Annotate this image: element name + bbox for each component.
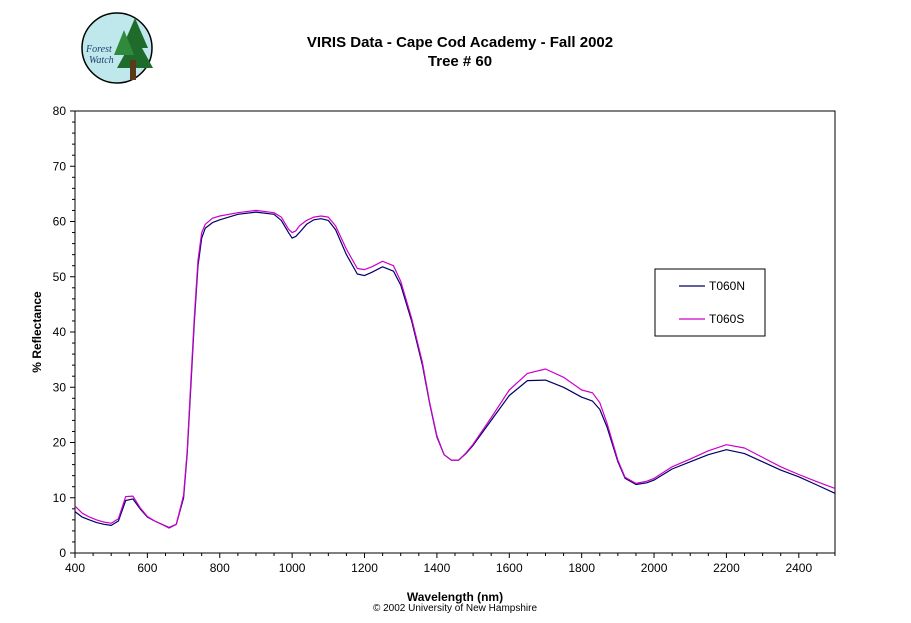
logo-text-line2: Watch: [89, 55, 114, 66]
x-axis: 400 600 800 1000 1200 1400 1600 1800 2000 2200 240…: [65, 553, 836, 575]
legend: T060N T060S: [654, 268, 766, 337]
logo-text-line1: Forest: [85, 44, 112, 55]
y-tick-label: 0: [59, 546, 66, 560]
legend-label-t060n: T060N: [709, 279, 745, 293]
legend-box: [654, 268, 766, 337]
x-tick-label: 1600: [496, 561, 523, 575]
x-tick-label: 400: [65, 561, 85, 575]
y-tick-label: 80: [53, 104, 67, 118]
copyright-text: © 2002 University of New Hampshire: [373, 603, 538, 614]
series-line-t060s: [74, 209, 836, 529]
legend-label-t060s: T060S: [709, 312, 744, 326]
x-tick-label: 2200: [713, 561, 740, 575]
y-tick-label: 10: [53, 491, 67, 505]
chart-title: VIRIS Data - Cape Cod Academy - Fall 200…: [307, 34, 613, 51]
y-tick-label: 30: [53, 380, 67, 394]
y-tick-label: 40: [53, 325, 67, 339]
x-axis-title: Wavelength (nm): [407, 590, 503, 604]
y-axis: 0 10 20 30 40 50 60 70 80: [53, 104, 75, 560]
forest-watch-logo: Forest Watch: [81, 12, 153, 84]
x-tick-label: 1400: [424, 561, 451, 575]
y-tick-label: 70: [53, 159, 67, 173]
chart-subtitle: Tree # 60: [428, 53, 492, 70]
y-tick-label: 50: [53, 270, 67, 284]
y-axis-title: % Reflectance: [30, 291, 44, 373]
y-tick-label: 20: [53, 436, 67, 450]
x-tick-label: 1200: [351, 561, 378, 575]
x-tick-label: 600: [137, 561, 157, 575]
x-tick-label: 2400: [785, 561, 812, 575]
y-tick-label: 60: [53, 215, 67, 229]
x-tick-label: 1000: [279, 561, 306, 575]
x-tick-label: 800: [210, 561, 230, 575]
x-tick-label: 2000: [641, 561, 668, 575]
series-lines: [74, 209, 836, 529]
x-tick-label: 1800: [568, 561, 595, 575]
